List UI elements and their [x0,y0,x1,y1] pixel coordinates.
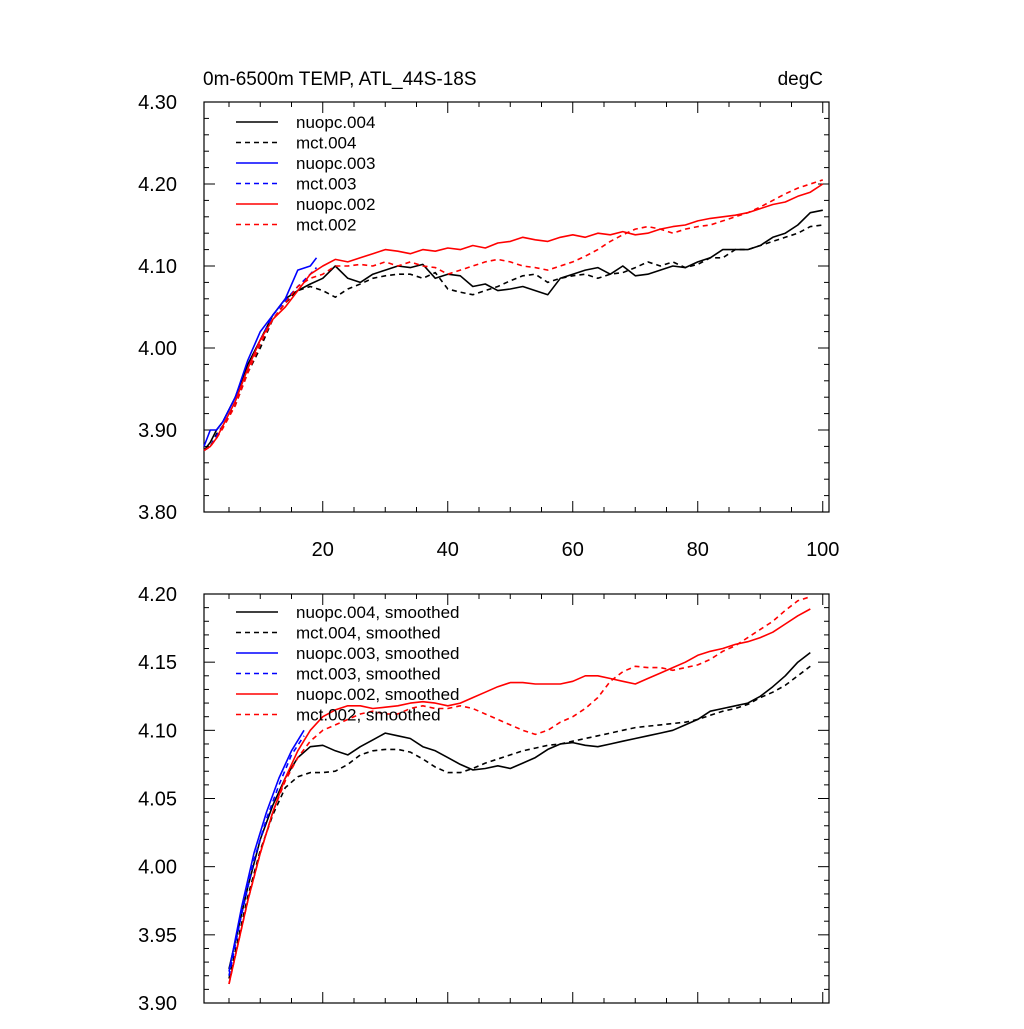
series-line [203,257,318,447]
x-tick-label: 100 [806,539,839,561]
y-tick-label: 3.95 [138,925,177,947]
units-label: degC [778,69,823,90]
x-tick-label: 80 [687,539,709,561]
y-tick-label: 4.20 [138,174,177,196]
series-line [203,209,823,451]
y-tick-label: 4.20 [138,584,177,606]
series-line [228,735,305,976]
legend-label: nuopc.002, smoothed [296,685,460,704]
top-panel: 20 40 60 80 100 3.80 3.90 4.00 4.10 4.20 4.30 nuopc… [138,92,839,561]
y-tick-label: 4.10 [138,720,177,742]
legend-label: mct.002 [296,216,356,235]
y-tick-label: 4.05 [138,789,177,811]
chart-title: 0m-6500m TEMP, ATL_44S-18S [203,69,477,90]
y-tick-label: 4.00 [138,338,177,360]
legend-label: mct.004, smoothed [296,624,441,643]
series-line [203,183,824,452]
legend-label: nuopc.004, smoothed [296,603,460,622]
series-line [228,729,305,972]
legend-label: nuopc.004 [296,113,375,132]
legend-label: mct.004 [296,134,356,153]
bottom-panel: 3.90 3.95 4.00 4.05 4.10 4.15 4.20 nuopc.004, s… [138,584,830,1015]
plot-frame [203,101,830,513]
series-line [228,651,811,970]
series-line [203,224,823,452]
x-tick-label: 40 [437,539,459,561]
series-line [228,595,811,985]
series-line [203,179,824,452]
series-line [228,608,811,985]
legend-label: nuopc.003, smoothed [296,644,460,663]
series-line [228,665,811,979]
y-tick-label: 3.90 [138,420,177,442]
y-tick-label: 4.00 [138,857,177,879]
x-tick-label: 20 [312,539,334,561]
y-tick-label: 4.10 [138,256,177,278]
y-tick-label: 4.15 [138,652,177,674]
y-tick-label: 3.90 [138,993,177,1015]
legend-label: mct.003 [296,175,356,194]
legend-label: mct.003, smoothed [296,665,441,684]
legend-label: nuopc.002 [296,195,375,214]
x-tick-label: 60 [562,539,584,561]
y-tick-label: 3.80 [138,502,177,524]
y-tick-label: 4.30 [138,92,177,114]
legend-label: nuopc.003 [296,154,375,173]
legend-label: mct.002, smoothed [296,706,441,725]
